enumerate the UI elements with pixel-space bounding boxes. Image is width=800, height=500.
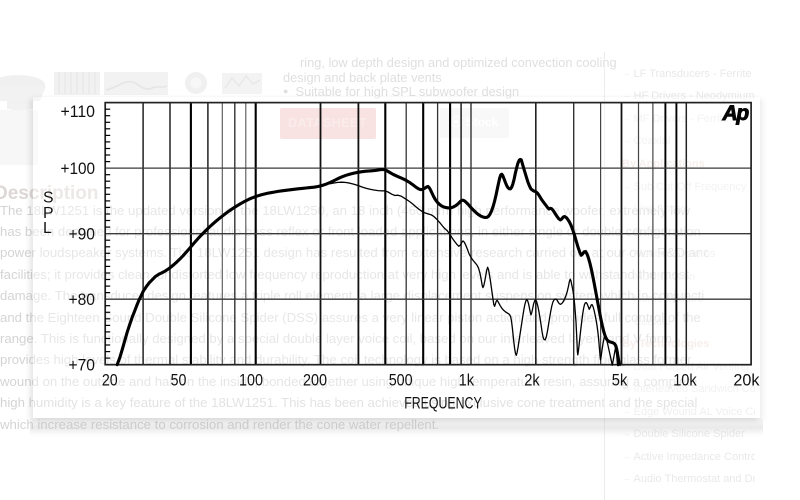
svg-text:200: 200 (303, 372, 327, 390)
svg-text:Ap: Ap (722, 102, 750, 125)
svg-text:+70: +70 (69, 357, 96, 375)
svg-text:50: 50 (171, 372, 187, 390)
svg-text:FREQUENCY: FREQUENCY (404, 395, 482, 413)
svg-text:20k: 20k (733, 372, 760, 390)
svg-text:10k: 10k (673, 372, 697, 390)
svg-text:S: S (43, 190, 54, 207)
svg-text:100: 100 (239, 372, 263, 390)
svg-text:500: 500 (389, 372, 413, 390)
svg-text:5k: 5k (612, 372, 628, 390)
svg-text:+80: +80 (69, 291, 96, 309)
svg-text:L: L (43, 220, 52, 237)
svg-text:+90: +90 (69, 226, 96, 244)
svg-text:+100: +100 (61, 160, 96, 178)
svg-text:+110: +110 (61, 103, 96, 121)
svg-text:1k: 1k (459, 372, 475, 390)
svg-text:2k: 2k (524, 372, 540, 390)
svg-text:20: 20 (102, 372, 118, 390)
svg-text:P: P (43, 205, 54, 222)
